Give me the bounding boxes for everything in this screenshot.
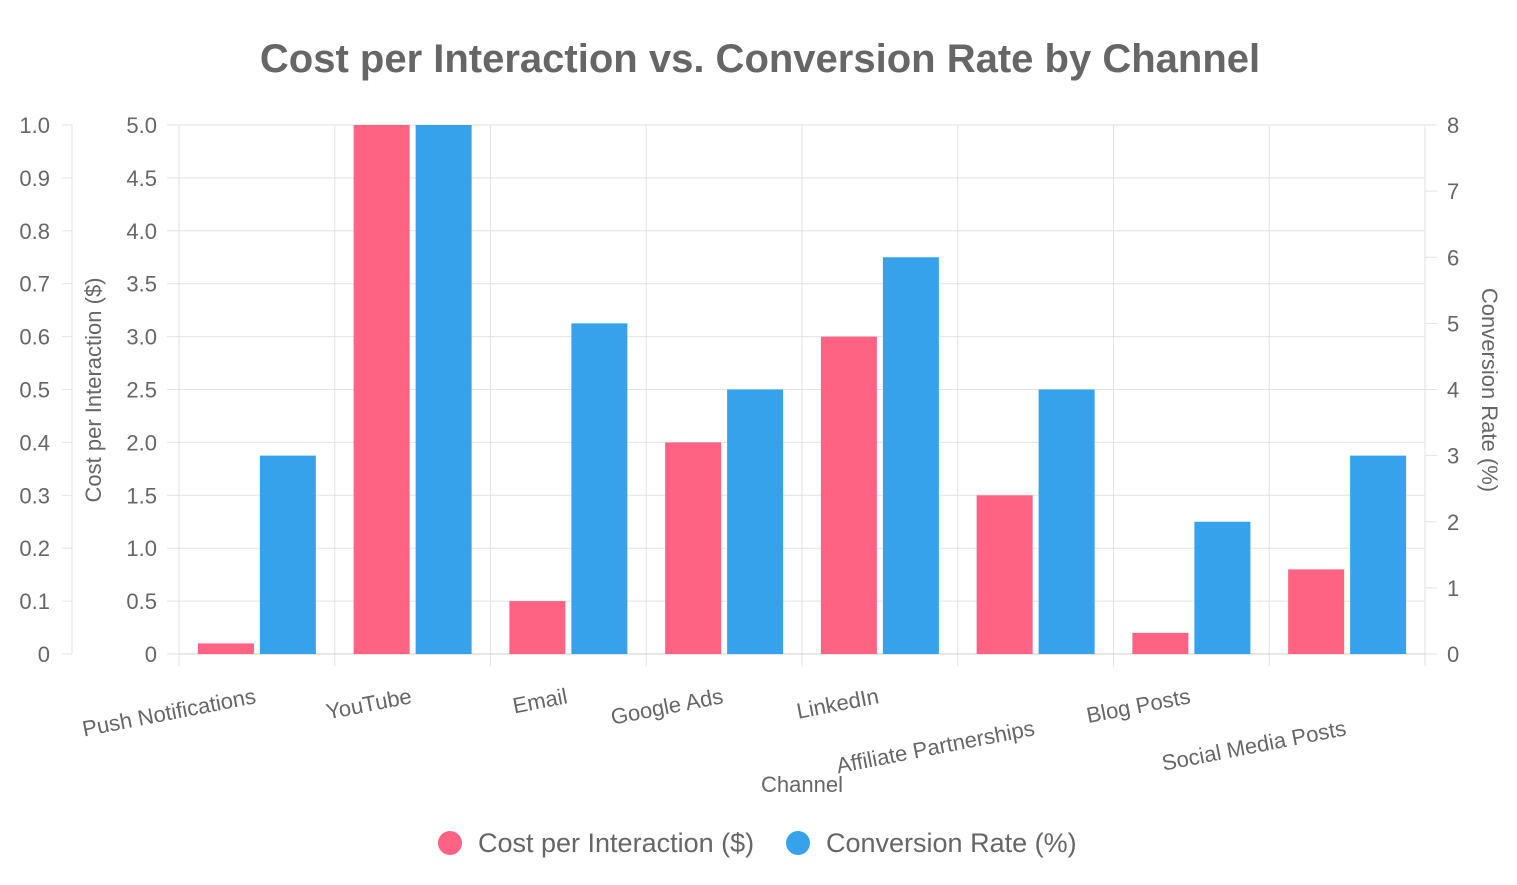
y-left-tick-label: 3.5: [126, 272, 157, 297]
y-left-tick-label: 0: [145, 642, 157, 667]
bars: [197, 125, 1407, 654]
y-right-tick-label: 7: [1447, 179, 1459, 204]
y-left-tick-label: 4.5: [126, 166, 157, 191]
chart-title: Cost per Interaction vs. Conversion Rate…: [260, 37, 1260, 81]
y-left-tick-label: 0.5: [126, 589, 157, 614]
bar-cost-per-interaction: [976, 495, 1033, 654]
y-outer-tick-label: 0.3: [19, 483, 50, 508]
bar-cost-per-interaction: [1288, 569, 1345, 654]
y-outer-tick-label: 0.8: [19, 219, 50, 244]
y-outer-tick-label: 0.1: [19, 589, 50, 614]
legend-label-cost: Cost per Interaction ($): [478, 828, 754, 858]
legend: Cost per Interaction ($) Conversion Rate…: [438, 828, 1077, 858]
legend-item-conversion[interactable]: Conversion Rate (%): [786, 828, 1077, 858]
bar-conversion-rate: [1038, 389, 1095, 654]
bar-cost-per-interaction: [1132, 632, 1189, 654]
bar-cost-per-interaction: [665, 442, 722, 654]
y-axis-right-title: Conversion Rate (%): [1477, 288, 1502, 492]
bar-cost-per-interaction: [509, 601, 566, 654]
y-left-tick-label: 2.0: [126, 430, 157, 455]
y-outer-tick-label: 0.2: [19, 536, 50, 561]
bar-conversion-rate: [1350, 455, 1407, 654]
y-right-tick-label: 4: [1447, 378, 1459, 403]
bar-conversion-rate: [882, 257, 939, 654]
bar-conversion-rate: [259, 455, 316, 654]
y-axis-left-title: Cost per Interaction ($): [81, 278, 106, 503]
legend-item-cost[interactable]: Cost per Interaction ($): [438, 828, 754, 858]
legend-swatch-cost: [438, 831, 462, 855]
bar-conversion-rate: [415, 125, 472, 654]
y-right-tick-label: 8: [1447, 113, 1459, 138]
bar-conversion-rate: [727, 389, 784, 654]
y-outer-tick-label: 0: [38, 642, 50, 667]
y-outer-tick-label: 0.5: [19, 378, 50, 403]
bar-conversion-rate: [571, 323, 628, 654]
bar-conversion-rate: [1194, 521, 1251, 654]
y-right-tick-label: 0: [1447, 642, 1459, 667]
y-left-tick-label: 4.0: [126, 219, 157, 244]
y-left-tick-label: 3.0: [126, 325, 157, 350]
bar-cost-per-interaction: [197, 643, 254, 654]
x-axis-title: Channel: [761, 772, 843, 797]
y-outer-tick-label: 0.9: [19, 166, 50, 191]
y-left-tick-label: 1.0: [126, 536, 157, 561]
y-left-tick-label: 2.5: [126, 378, 157, 403]
y-right-tick-label: 6: [1447, 245, 1459, 270]
y-right-tick-label: 3: [1447, 444, 1459, 469]
bar-cost-per-interaction: [353, 125, 410, 654]
legend-label-conversion: Conversion Rate (%): [826, 828, 1077, 858]
y-outer-tick-label: 1.0: [19, 113, 50, 138]
y-right-tick-label: 1: [1447, 576, 1459, 601]
y-outer-tick-label: 0.4: [19, 430, 50, 455]
bar-cost-per-interaction: [820, 336, 877, 654]
y-right-tick-label: 5: [1447, 311, 1459, 336]
y-outer-tick-label: 0.7: [19, 272, 50, 297]
legend-swatch-conversion: [786, 831, 810, 855]
y-right-tick-label: 2: [1447, 510, 1459, 535]
y-left-tick-label: 5.0: [126, 113, 157, 138]
y-outer-tick-label: 0.6: [19, 325, 50, 350]
y-left-tick-label: 1.5: [126, 483, 157, 508]
